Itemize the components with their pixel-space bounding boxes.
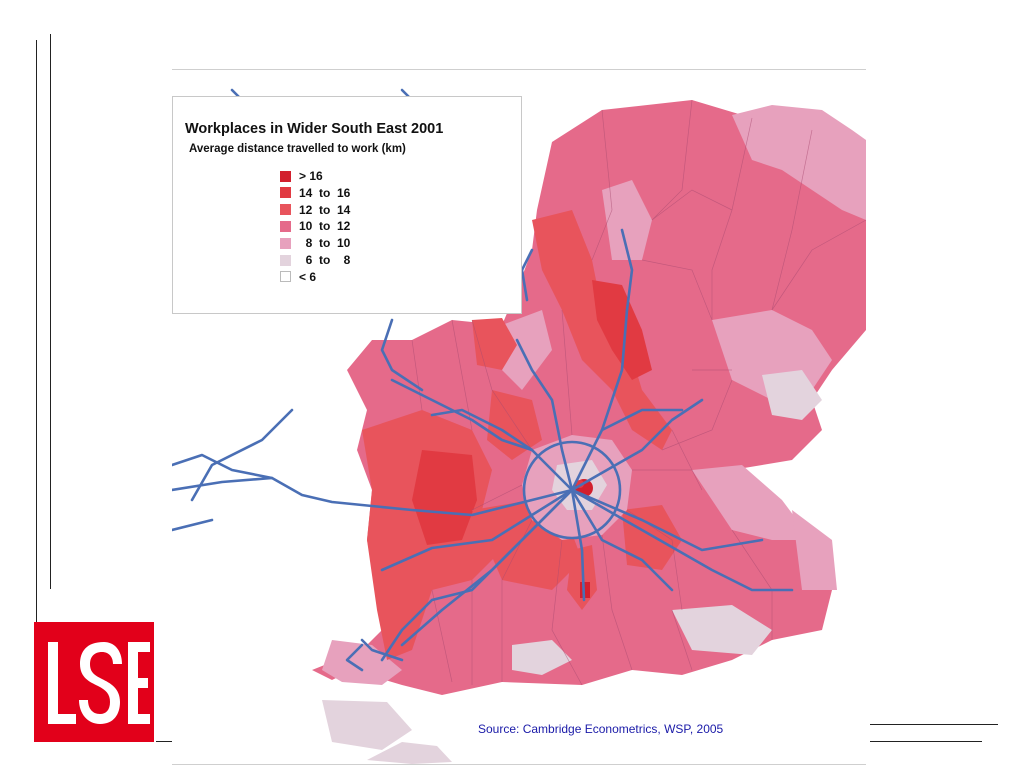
legend-label: 12 to 14 xyxy=(299,202,351,217)
legend-item: > 16 xyxy=(280,168,323,184)
map-region xyxy=(692,465,812,540)
motorway-network xyxy=(170,88,794,672)
legend-item: < 6 xyxy=(280,269,316,285)
motorway xyxy=(380,488,574,572)
legend-label: 10 to 12 xyxy=(299,219,351,234)
map-region xyxy=(592,280,652,380)
motorway xyxy=(570,488,764,552)
map-region xyxy=(412,450,477,545)
map-region xyxy=(762,370,822,420)
map-region xyxy=(502,310,552,390)
motorway xyxy=(600,408,684,432)
legend-label: 14 to 16 xyxy=(299,185,351,200)
motorway xyxy=(570,488,674,592)
motorway xyxy=(190,408,294,502)
slide-border-line xyxy=(36,40,37,720)
motorway xyxy=(400,488,574,647)
m25-orbital xyxy=(522,440,622,540)
legend-item: 10 to 12 xyxy=(280,218,350,234)
motorway xyxy=(520,248,534,302)
motorway xyxy=(380,318,424,392)
motorway xyxy=(570,488,794,592)
legend-subtitle: Average distance travelled to work (km) xyxy=(189,143,406,155)
footer-divider xyxy=(870,741,982,742)
legend-label: 8 to 10 xyxy=(299,236,351,251)
legend-item: 6 to 8 xyxy=(280,252,350,268)
legend-item: 12 to 14 xyxy=(280,202,350,218)
motorway xyxy=(170,518,214,532)
choropleth-map xyxy=(170,70,867,764)
motorway xyxy=(430,408,534,452)
bottom-divider xyxy=(172,764,866,765)
map-region xyxy=(672,605,772,655)
legend-swatch xyxy=(280,271,291,283)
lse-logo xyxy=(34,622,154,742)
legend-swatch xyxy=(280,170,291,182)
motorway xyxy=(570,308,629,492)
motorway xyxy=(170,476,574,517)
motorway xyxy=(170,453,274,480)
map-region xyxy=(322,700,412,750)
slide-border-line xyxy=(50,34,51,589)
map-region xyxy=(732,105,866,220)
legend-swatch xyxy=(280,220,291,232)
legend-swatch xyxy=(280,254,291,266)
map-region xyxy=(472,318,517,370)
source-citation: Source: Cambridge Econometrics, WSP, 200… xyxy=(478,722,724,736)
map-region xyxy=(322,640,402,685)
legend-title: Workplaces in Wider South East 2001 xyxy=(185,121,444,137)
legend-label: < 6 xyxy=(299,269,317,284)
legend-item: 8 to 10 xyxy=(280,235,350,251)
map-legend: Workplaces in Wider South East 2001 Aver… xyxy=(172,96,522,314)
top-divider xyxy=(172,69,866,70)
motorway xyxy=(620,228,634,312)
legend-swatch xyxy=(280,237,291,249)
motorway xyxy=(570,398,704,492)
map-region xyxy=(512,640,572,675)
legend-swatch xyxy=(280,187,291,199)
map-region xyxy=(792,510,837,590)
legend-swatch xyxy=(280,204,291,216)
map-region xyxy=(622,505,682,570)
motorway xyxy=(345,643,364,672)
footer-divider xyxy=(870,724,998,725)
motorway xyxy=(360,638,404,662)
map-region xyxy=(367,742,452,764)
motorway xyxy=(570,488,586,602)
legend-item: 14 to 16 xyxy=(280,185,350,201)
map-region xyxy=(487,390,542,460)
legend-label: 6 to 8 xyxy=(299,253,351,267)
map-region xyxy=(602,180,652,260)
legend-label: > 16 xyxy=(299,169,323,183)
motorway xyxy=(515,338,574,492)
footer-divider xyxy=(156,741,172,742)
